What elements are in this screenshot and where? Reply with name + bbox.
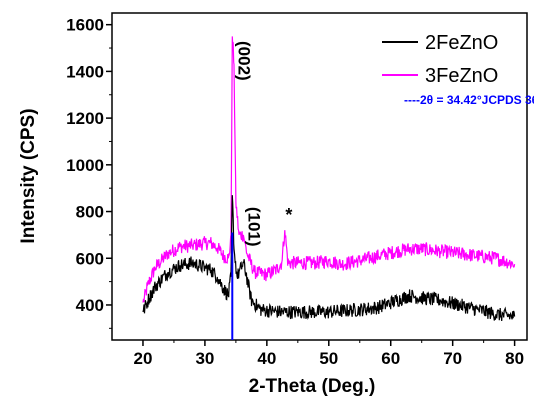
x-axis-label: 2-Theta (Deg.) [249,376,376,397]
series-layer [142,36,516,322]
x-tick-label: 60 [381,349,400,368]
x-tick-label: 20 [134,349,153,368]
annotation-layer: (002) (101) * [234,41,292,247]
x-tick-label: 80 [505,349,524,368]
legend-label-3fezno: 3FeZnO [425,65,498,87]
y-tick-label: 1600 [66,16,104,35]
x-tick-label: 50 [319,349,338,368]
y-tick-label: 600 [76,249,104,268]
y-axis-label: Intensity (CPS) [18,108,39,243]
y-tick-label: 800 [76,203,104,222]
peak-annotation: (002) [234,41,253,81]
y-tick-label: 1200 [66,109,104,128]
tick-group: 20 30 40 50 60 70 80 400 600 800 1000 1200 1400 1600 [66,16,524,368]
x-tick-label: 30 [195,349,214,368]
series-line-3fezno [142,36,516,303]
x-tick-label: 40 [257,349,276,368]
legend-label-2fezno: 2FeZnO [425,32,498,54]
y-tick-label: 400 [76,296,104,315]
plot-frame [111,12,528,341]
y-tick-label: 1000 [66,156,104,175]
series-line-2fezno [142,195,516,322]
y-tick-label: 1400 [66,62,104,81]
peak-annotation: (101) [244,207,263,247]
peak-annotation: * [285,205,292,225]
x-tick-label: 70 [443,349,462,368]
reference-line-label: ----2θ = 34.42°JCPDS 36-1451 [404,93,534,107]
legend: 2FeZnO 3FeZnO ----2θ = 34.42°JCPDS 36-14… [382,32,534,107]
